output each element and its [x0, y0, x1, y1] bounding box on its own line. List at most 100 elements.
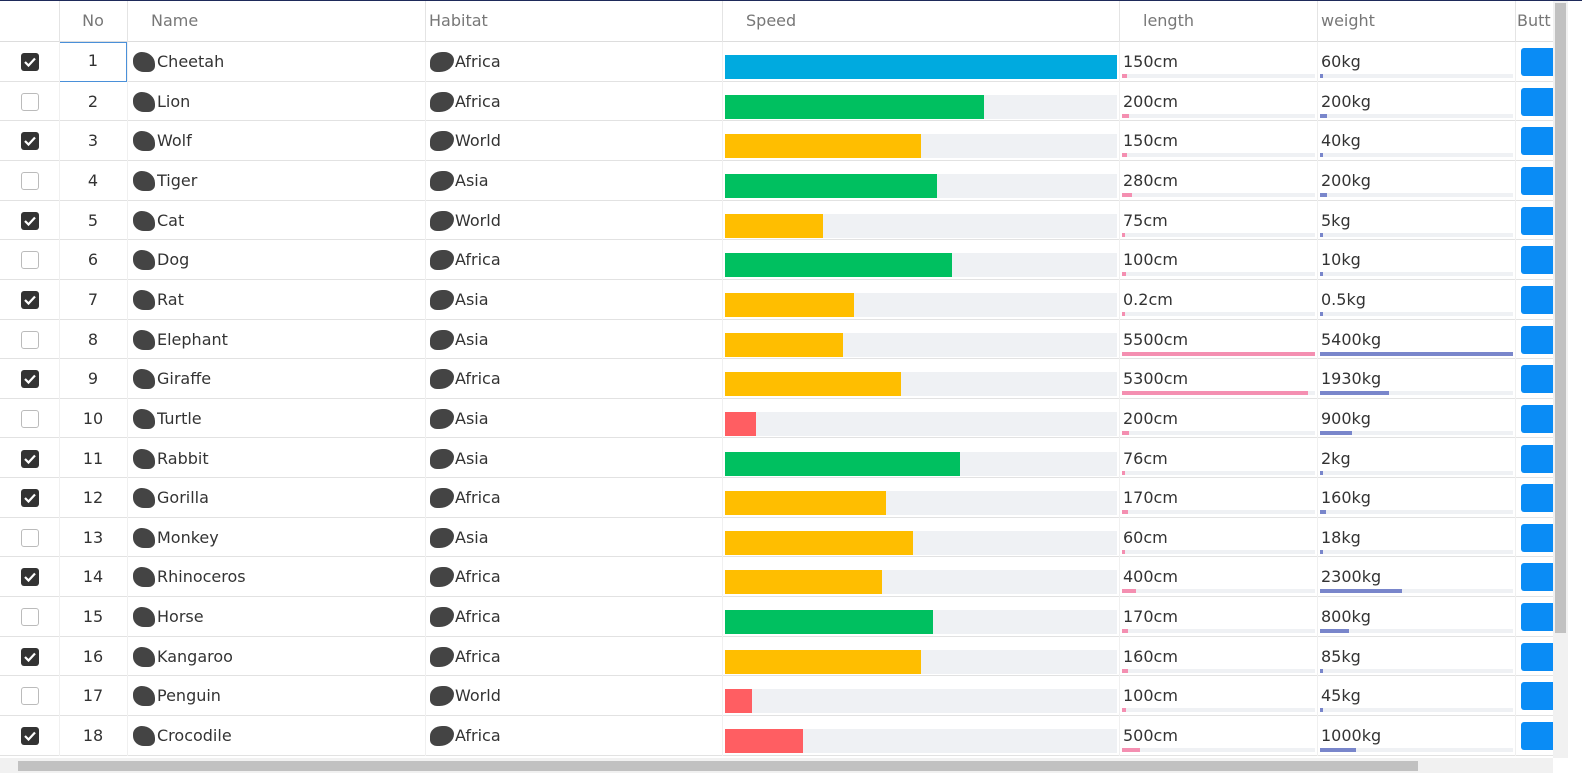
habitat-name: Asia [455, 448, 489, 468]
checkbox[interactable] [21, 290, 39, 309]
row-number: 11 [82, 448, 104, 468]
checkbox[interactable] [21, 528, 39, 547]
checkbox[interactable] [21, 171, 39, 190]
length-track [1122, 589, 1315, 594]
checkbox[interactable] [21, 727, 39, 746]
speed-bar [725, 649, 921, 674]
column-divider [127, 1, 128, 42]
length-label: 150cm [1123, 131, 1178, 151]
length-bar [1122, 153, 1128, 158]
column-header: Name [151, 11, 199, 30]
checkbox[interactable] [21, 211, 39, 230]
habitat-name: Africa [455, 607, 501, 627]
column-header: length [1143, 11, 1194, 30]
length-track [1122, 113, 1315, 118]
animal-icon [133, 91, 155, 112]
habitat-name: World [455, 210, 501, 230]
weight-label: 1000kg [1321, 726, 1382, 746]
weight-bar [1320, 192, 1328, 197]
checkbox[interactable] [21, 370, 39, 389]
weight-bar [1320, 629, 1349, 634]
length-bar [1122, 510, 1128, 515]
weight-bar [1320, 351, 1513, 356]
checkbox[interactable] [21, 608, 39, 627]
habitat-name: Africa [455, 369, 501, 389]
checkbox[interactable] [21, 568, 39, 587]
animal-icon [133, 329, 155, 350]
speed-bar [725, 729, 804, 754]
checkbox[interactable] [21, 687, 39, 706]
checkbox[interactable] [21, 53, 39, 71]
animal-icon [133, 488, 155, 509]
habitat-name: Africa [455, 567, 501, 587]
length-track [1122, 272, 1315, 277]
checkbox[interactable] [21, 330, 39, 349]
weight-track [1320, 192, 1513, 197]
row-number: 3 [87, 131, 99, 151]
habitat-name: Africa [455, 488, 501, 508]
checkbox[interactable] [21, 409, 39, 428]
animal-icon [133, 170, 155, 191]
checkbox[interactable] [21, 92, 39, 111]
weight-bar [1320, 668, 1324, 673]
v-scroll-thumb[interactable] [1555, 3, 1566, 633]
weight-track [1320, 74, 1513, 78]
speed-bar [725, 451, 961, 476]
row-number: 8 [87, 329, 99, 349]
length-bar [1122, 629, 1128, 634]
length-label: 100cm [1123, 250, 1178, 270]
length-track [1122, 430, 1315, 435]
animal-name: Wolf [157, 131, 192, 151]
animal-name: Monkey [157, 527, 219, 547]
check-icon [24, 295, 36, 305]
weight-label: 45kg [1321, 686, 1361, 706]
column-divider [59, 42, 60, 756]
speed-track [725, 411, 1117, 436]
column-header: Habitat [429, 11, 488, 30]
weight-track [1320, 748, 1513, 753]
habitat-icon [430, 726, 454, 747]
checkbox[interactable] [21, 647, 39, 666]
checkbox[interactable] [21, 449, 39, 468]
habitat-name: Africa [455, 52, 501, 71]
habitat-name: Asia [455, 170, 489, 190]
weight-label: 0.5kg [1321, 289, 1366, 309]
weight-bar [1320, 708, 1323, 713]
weight-label: 10kg [1321, 250, 1361, 270]
habitat-icon [430, 646, 454, 667]
column-divider [425, 1, 426, 42]
column-divider [1119, 1, 1120, 42]
animal-name: Cheetah [157, 52, 225, 71]
animal-icon [133, 607, 155, 628]
length-label: 5500cm [1123, 329, 1189, 349]
length-track [1122, 153, 1315, 158]
h-scroll-thumb[interactable] [18, 761, 1418, 771]
row [0, 280, 1553, 320]
animal-icon [133, 210, 155, 231]
weight-track [1320, 629, 1513, 634]
habitat-icon [430, 527, 454, 548]
column-header: Butt [1517, 11, 1551, 30]
speed-bar [725, 411, 757, 436]
length-label: 170cm [1123, 607, 1178, 627]
speed-bar [725, 253, 953, 278]
column-divider [59, 1, 60, 42]
length-bar [1122, 351, 1315, 356]
animal-name: Elephant [157, 329, 228, 349]
row-number: 9 [87, 369, 99, 389]
weight-bar [1320, 510, 1326, 515]
column-header: Speed [746, 11, 797, 30]
weight-bar [1320, 549, 1323, 554]
habitat-name: Asia [455, 289, 489, 309]
habitat-icon [430, 329, 454, 350]
weight-label: 85kg [1321, 646, 1361, 666]
checkbox[interactable] [21, 251, 39, 270]
row-number: 1 [59, 42, 127, 82]
row [0, 478, 1553, 518]
length-track [1122, 549, 1315, 554]
checkbox[interactable] [21, 132, 39, 151]
checkbox[interactable] [21, 489, 39, 508]
animal-icon [133, 250, 155, 271]
habitat-name: Africa [455, 646, 501, 666]
